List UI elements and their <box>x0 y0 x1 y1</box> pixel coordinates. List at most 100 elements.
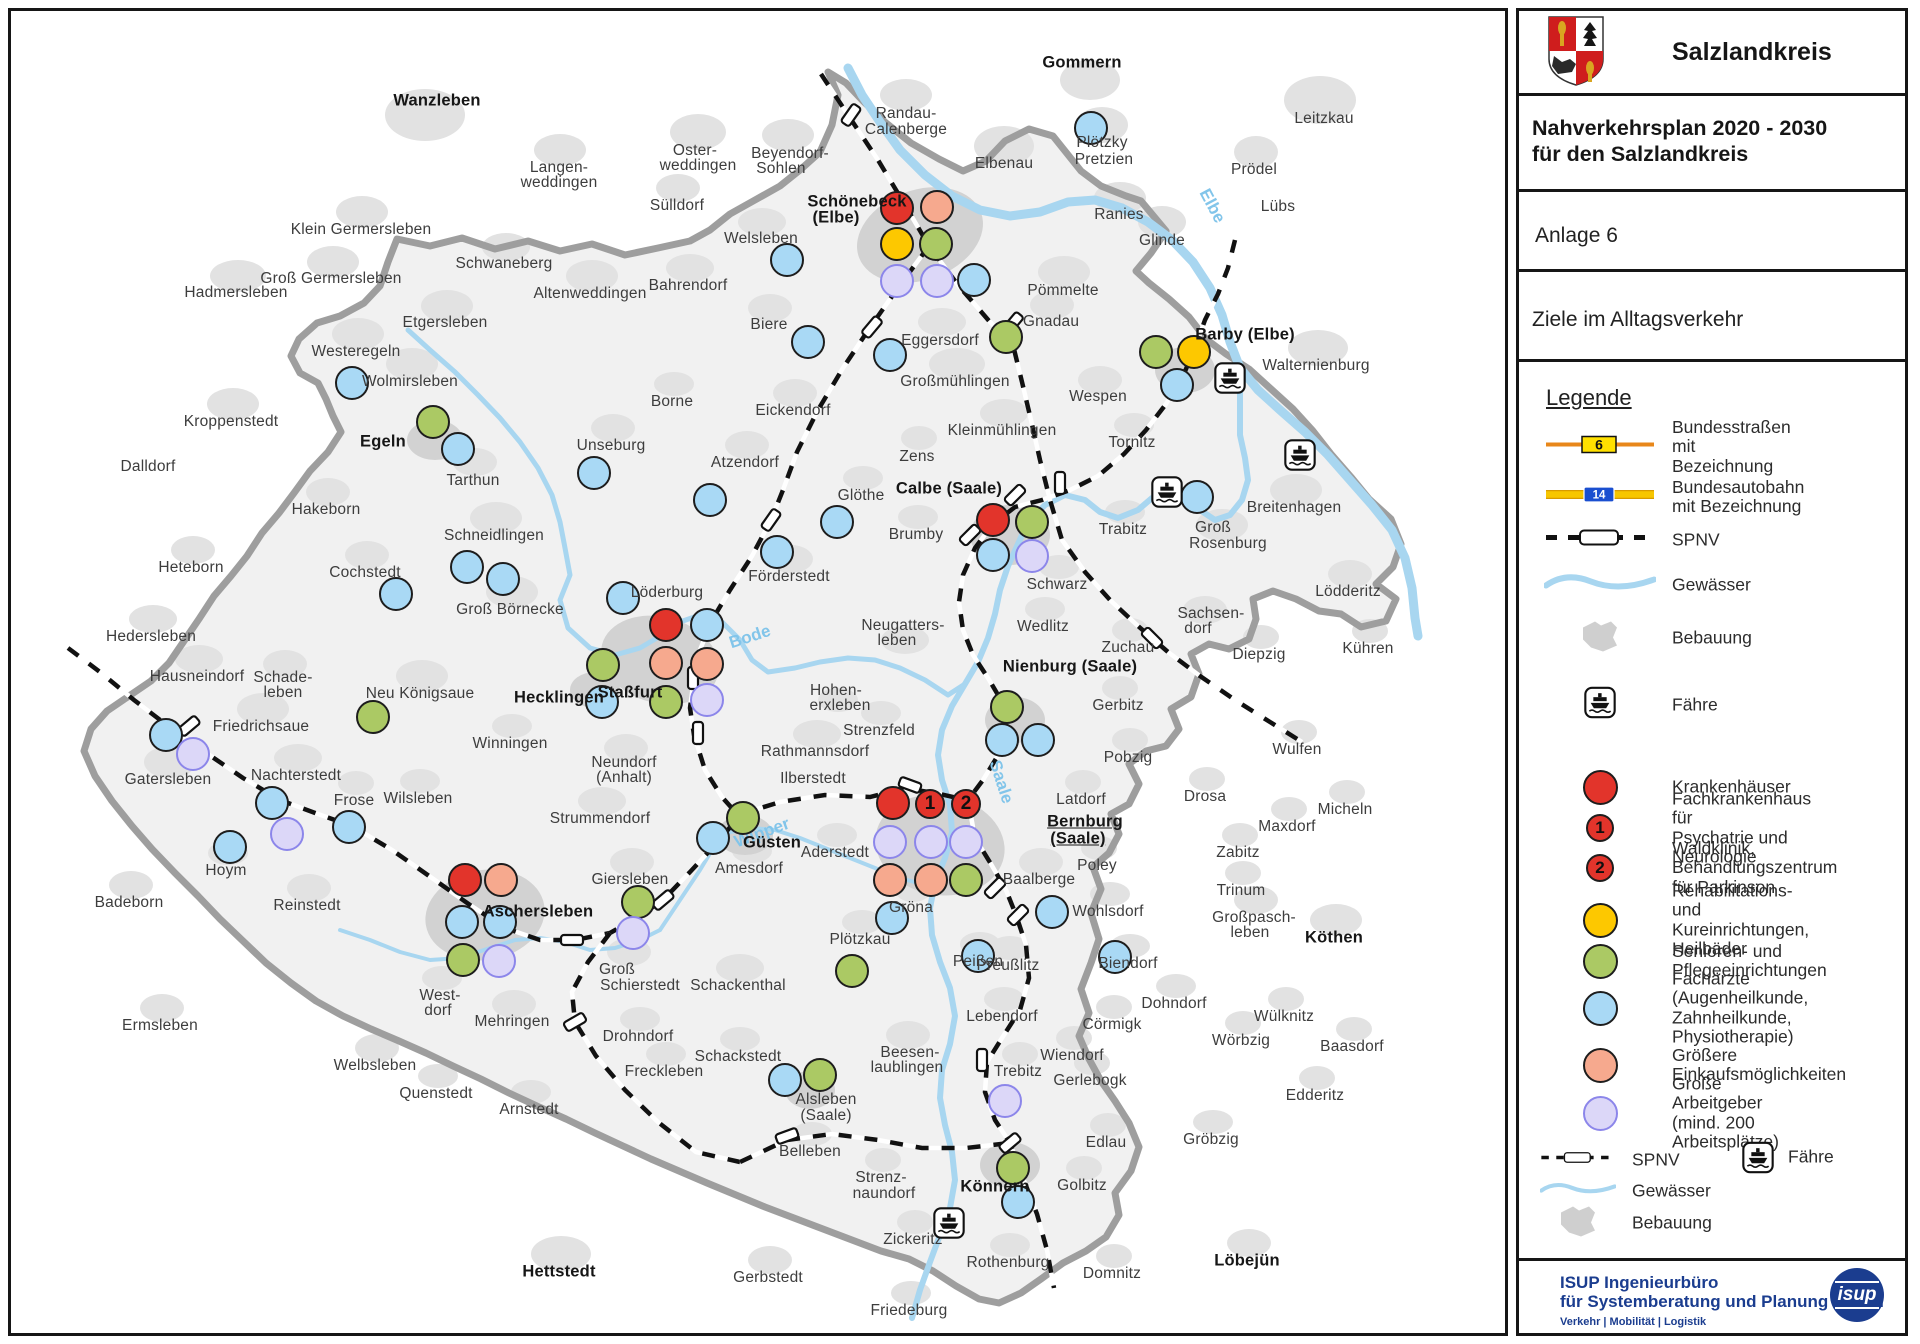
spnv-station <box>983 876 1007 900</box>
legend-label: Große Arbeitgeber (mind. 200 Arbeitsplät… <box>1672 1073 1779 1152</box>
place-label: Güsten <box>742 833 802 852</box>
built-up-blob <box>880 79 932 111</box>
river <box>338 928 662 962</box>
place-label: Wanzleben <box>393 91 481 110</box>
facility-marker-blue <box>450 550 484 584</box>
built-up-blob <box>656 174 700 202</box>
legend-label: Fähre <box>1672 694 1718 715</box>
built-up-blob <box>385 89 465 141</box>
place-label: Rathmannsdorf <box>760 743 870 760</box>
spnv-station <box>1003 483 1027 507</box>
place-label: Könnern <box>960 1177 1030 1196</box>
facility-marker-lav <box>920 264 954 298</box>
place-label: Glöthe <box>837 487 885 504</box>
facility-marker-green <box>726 801 760 835</box>
facility-marker-lav <box>949 825 983 859</box>
place-label: Hedersleben <box>105 628 197 645</box>
built-up-blob <box>1102 676 1138 700</box>
built-up-blob <box>1225 861 1261 885</box>
place-label: leben <box>877 632 917 649</box>
facility-marker-green <box>621 885 655 919</box>
built-up-blob <box>1112 728 1148 752</box>
place-label: Giersleben <box>591 871 669 888</box>
spnv-station <box>1140 626 1164 650</box>
built-up-blob <box>1234 886 1278 914</box>
built-up-blob <box>1025 597 1065 621</box>
built-up-blob <box>109 871 153 899</box>
facility-marker-blue <box>820 505 854 539</box>
facility-marker-blue <box>985 723 1019 757</box>
facility-marker-blue <box>1180 480 1214 514</box>
ferry-icon <box>1214 362 1246 394</box>
place-label: Großmühlingen <box>900 373 1010 390</box>
spnv-station <box>975 1047 989 1073</box>
facility-marker-green <box>446 943 480 977</box>
legend-symbol-spnv <box>1544 528 1656 553</box>
facility-marker-lav <box>270 817 304 851</box>
built-up-blob <box>307 246 359 278</box>
place-label: Etgersleben <box>402 314 488 331</box>
isup-logo: isup <box>1830 1268 1884 1322</box>
place-label: Welbsleben <box>333 1057 417 1074</box>
built-up-blob <box>1156 974 1196 998</box>
coat-of-arms <box>1548 16 1604 86</box>
place-label: Baasdorf <box>1320 1038 1384 1055</box>
legend-label: Fachärzte (Augenheilkunde, Zahnheilkunde… <box>1672 968 1809 1047</box>
legend-label: Krankenhäuser <box>1672 776 1791 797</box>
place-label: Wörbzig <box>1211 1032 1271 1049</box>
legend-label: Waldklinik, Behandlungszentrum für Parki… <box>1672 838 1838 897</box>
place-label: Edderitz <box>1285 1087 1345 1104</box>
place-label: Heteborn <box>158 559 224 576</box>
place-label: Westeregeln <box>311 343 401 360</box>
place-label: Winningen <box>472 735 548 752</box>
place-label: Wulfen <box>1272 741 1322 758</box>
spnv-station <box>562 1012 588 1032</box>
legend-circle-blue <box>1582 990 1618 1026</box>
place-label: Groß <box>1194 519 1232 536</box>
place-label: Borne <box>650 393 694 410</box>
place-label: West- <box>419 987 461 1004</box>
facility-marker-salmon <box>914 863 948 897</box>
place-label: Ranies <box>1094 206 1144 223</box>
facility-marker-green <box>835 954 869 988</box>
built-up-blob <box>901 426 937 450</box>
built-up-blob <box>720 1027 760 1051</box>
built-up-blob <box>237 693 289 725</box>
legend-circle-yellow <box>1582 902 1618 938</box>
legend-label: Gewässer <box>1672 574 1751 595</box>
place-label: Breitenhagen <box>1246 499 1342 516</box>
place-label: leben <box>1230 924 1270 941</box>
built-up-blob <box>654 372 694 396</box>
spnv-station <box>861 315 883 339</box>
place-label: Förderstedt <box>748 568 830 585</box>
place-label: Leitzkau <box>1294 110 1354 127</box>
ferry-icon <box>933 1207 965 1239</box>
place-label: Aderstedt <box>800 844 870 861</box>
built-up-blob <box>263 650 307 678</box>
place-label: Lübs <box>1260 198 1296 215</box>
place-label: Strenzfeld <box>843 722 915 739</box>
facility-marker-red-1: 1 <box>915 789 945 819</box>
place-label: Neugatters- <box>861 617 945 634</box>
place-label: Lödderitz <box>1315 583 1381 600</box>
place-label: Schierstedt <box>600 977 680 994</box>
place-label: Barby (Elbe) <box>1195 325 1295 344</box>
built-up-blob <box>843 466 883 490</box>
facility-marker-salmon <box>920 190 954 224</box>
built-up-blob <box>646 1042 686 1066</box>
built-up-blob <box>1090 1113 1126 1137</box>
facility-marker-lav <box>880 264 914 298</box>
place-label: Maxdorf <box>1258 818 1316 835</box>
facility-marker-blue <box>873 338 907 372</box>
built-up-blob <box>1189 767 1225 791</box>
place-label: Zens <box>899 448 935 465</box>
facility-marker-yellow <box>880 227 914 261</box>
built-up-blob <box>886 1021 930 1049</box>
facility-marker-lav <box>690 683 724 717</box>
built-up-blob <box>990 1233 1030 1257</box>
built-up-blob <box>1284 76 1356 124</box>
spnv-line <box>569 931 741 1165</box>
place-label: Belleben <box>779 1143 841 1160</box>
built-up-blob <box>1268 987 1304 1011</box>
